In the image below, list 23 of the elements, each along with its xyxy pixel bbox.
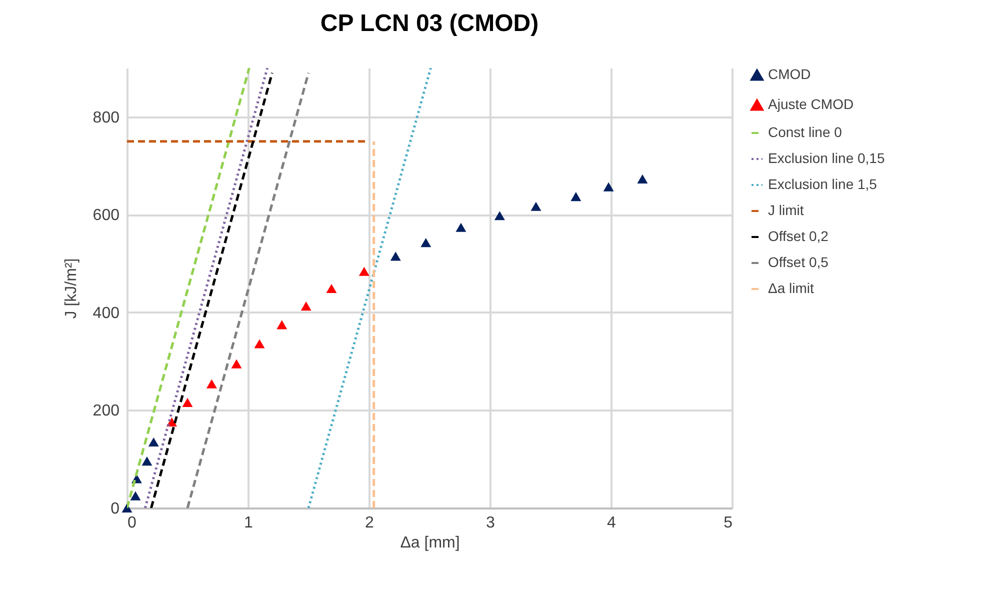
y-tick-label: 0 — [110, 500, 120, 518]
x-tick-label: 0 — [128, 514, 136, 532]
y-axis-title: J [kJ/m²] — [62, 258, 80, 319]
legend-label: J limit — [768, 202, 804, 218]
legend-label: Offset 0,5 — [768, 254, 829, 270]
legend-label: Exclusion line 0,15 — [768, 150, 885, 166]
legend-label: Ajuste CMOD — [768, 96, 854, 112]
x-tick-label: 1 — [244, 514, 254, 532]
legend-label: Exclusion line 1,5 — [768, 176, 878, 192]
x-tick-label: 2 — [365, 514, 374, 532]
legend-label: Δa limit — [768, 280, 814, 296]
y-tick-label: 400 — [92, 304, 120, 322]
x-tick-label: 4 — [607, 514, 616, 532]
legend-label: Const line 0 — [768, 124, 842, 140]
legend-label: Offset 0,2 — [768, 228, 829, 244]
y-tick-label: 200 — [92, 402, 120, 420]
x-axis-title: Δa [mm] — [400, 534, 460, 552]
legend-label: CMOD — [768, 66, 811, 82]
y-tick-label: 800 — [92, 109, 120, 126]
x-tick-label: 5 — [724, 514, 733, 532]
chart-title: CP LCN 03 (CMOD) — [320, 10, 539, 37]
y-tick-label: 600 — [92, 207, 120, 224]
x-tick-label: 3 — [486, 514, 496, 532]
